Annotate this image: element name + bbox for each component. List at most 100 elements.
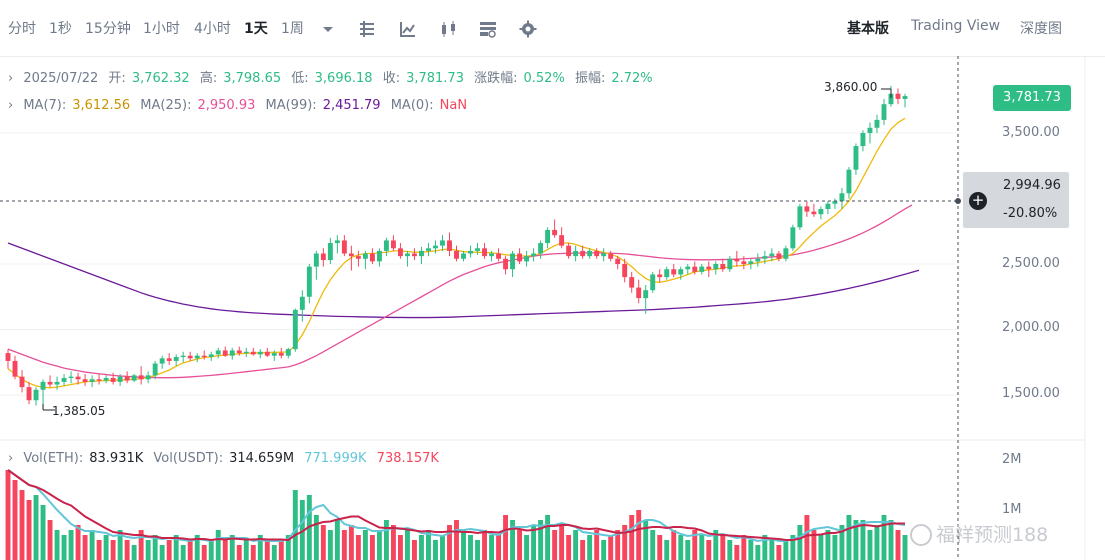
candle-body <box>229 350 235 356</box>
candle-body <box>580 250 586 257</box>
interval-tab-timeline[interactable]: 分时 <box>8 21 36 37</box>
volume-bar <box>222 540 228 560</box>
candle-body <box>664 269 670 278</box>
volume-bar <box>131 545 137 560</box>
volume-bar <box>636 510 642 560</box>
indicator-icon[interactable] <box>357 20 377 38</box>
volume-ma-lines <box>7 469 906 543</box>
volume-bar <box>12 480 18 560</box>
volume-bar <box>531 525 537 560</box>
interval-tab-4h[interactable]: 4小时 <box>194 21 231 37</box>
candle-body <box>657 274 663 278</box>
volume-bar <box>19 490 25 560</box>
ma99-value: 2,451.79 <box>322 98 381 113</box>
volume-bar <box>629 515 635 560</box>
candle-body <box>355 256 361 259</box>
volume-bar <box>678 535 684 560</box>
template-icon[interactable] <box>478 20 498 38</box>
chevron-down-icon[interactable] <box>318 20 338 38</box>
candle-body <box>383 240 389 251</box>
view-tab-basic[interactable]: 基本版 <box>847 21 889 37</box>
volume-bar <box>334 520 340 560</box>
candle-body <box>601 253 607 257</box>
volume-bar <box>846 515 852 560</box>
candle-body <box>215 350 221 355</box>
interval-tab-1s[interactable]: 1秒 <box>49 21 72 37</box>
volume-bar <box>580 540 586 560</box>
candle-body <box>187 355 193 359</box>
watermark-text: 福祥预测188 <box>936 524 1049 546</box>
candle-body <box>362 253 368 259</box>
candle-body <box>75 376 81 380</box>
close-label: 收: <box>382 71 401 86</box>
volume-bar <box>447 525 452 560</box>
candle-body <box>629 277 635 288</box>
candle-body <box>257 351 263 355</box>
candle-body <box>369 253 375 262</box>
volume-bar <box>201 545 207 560</box>
candle-body <box>517 253 523 262</box>
candle-body <box>888 93 894 105</box>
volume-bar <box>299 500 305 560</box>
candle-body <box>33 389 39 401</box>
volume-bar <box>96 540 102 560</box>
view-tab-tradingview[interactable]: Trading View <box>911 18 1001 34</box>
candle-body <box>804 206 810 212</box>
candle-body <box>790 227 796 249</box>
gear-icon[interactable] <box>518 20 538 38</box>
vol-eth-label: Vol(ETH): <box>23 451 84 466</box>
volume-bar <box>152 535 158 560</box>
volume-bar <box>762 535 768 560</box>
volume-bar <box>783 540 789 560</box>
volume-bar <box>320 525 326 560</box>
candle-body <box>699 266 705 272</box>
draw-icon[interactable] <box>398 20 418 38</box>
candle-body <box>706 266 712 270</box>
candle-body <box>475 248 480 251</box>
candle-body <box>594 250 600 257</box>
add-alert-icon[interactable]: + <box>969 192 987 210</box>
candle-body <box>881 104 887 120</box>
volume-bar <box>419 535 424 560</box>
candle-body <box>685 266 691 270</box>
volume-bar <box>187 540 193 560</box>
volume-bar <box>734 545 740 560</box>
candle-body <box>306 266 312 297</box>
interval-tab-1h[interactable]: 1小时 <box>143 21 180 37</box>
vol-ma1-value: 771.999K <box>304 451 367 466</box>
volume-bar <box>510 520 516 560</box>
interval-tab-15m[interactable]: 15分钟 <box>85 21 131 37</box>
volume-bar <box>264 540 270 560</box>
volume-bar <box>369 535 375 560</box>
candle-body <box>19 376 25 388</box>
candle-body <box>832 201 838 204</box>
volume-bar <box>61 535 67 560</box>
volume-bar <box>545 515 551 560</box>
chart-toolbar: 分时 1秒 15分钟 1小时 4小时 1天 1周 基本版 Trading Vie… <box>0 0 1105 57</box>
candle-body <box>650 274 656 291</box>
candle-type-icon[interactable] <box>439 20 459 38</box>
candle-body <box>741 261 747 264</box>
candle-body <box>341 240 347 254</box>
view-tab-depth[interactable]: 深度图 <box>1020 21 1062 37</box>
candle-body <box>426 248 431 251</box>
volume-bar <box>376 530 382 560</box>
volume-bar <box>68 530 74 560</box>
candle-body <box>138 375 144 380</box>
crosshair-dot <box>955 198 961 204</box>
volume-bar <box>881 515 887 560</box>
volume-bar <box>713 530 719 560</box>
volume-bar <box>496 535 501 560</box>
candle-body <box>482 248 487 257</box>
price-tick-2500: 2,500.00 <box>1002 256 1060 271</box>
volume-bar <box>110 540 116 560</box>
interval-tab-1w[interactable]: 1周 <box>281 21 304 37</box>
candle-body <box>243 351 249 354</box>
candle-body <box>622 264 628 278</box>
candle-body <box>769 253 775 257</box>
candle-body <box>222 350 228 356</box>
interval-tab-1d[interactable]: 1天 <box>244 21 268 37</box>
volume-bar <box>313 515 319 560</box>
candle-body <box>271 353 277 356</box>
